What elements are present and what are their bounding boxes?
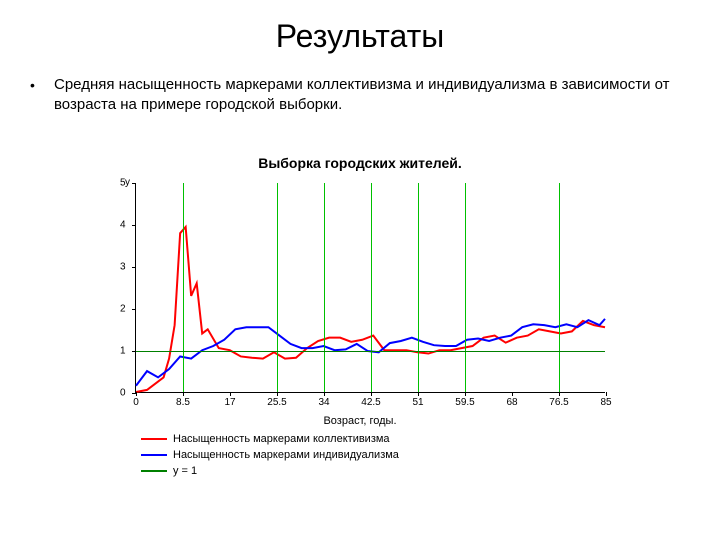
- y-tick: [132, 309, 136, 310]
- x-tick-label: 0: [133, 397, 139, 408]
- x-tick: [230, 392, 231, 396]
- y-tick-label: 0: [120, 388, 126, 399]
- page-title: Результаты: [0, 0, 720, 55]
- legend-swatch: [141, 438, 167, 440]
- x-tick-label: 42.5: [361, 397, 380, 408]
- y-tick: [132, 225, 136, 226]
- x-tick-label: 85: [600, 397, 611, 408]
- grid-vertical: [465, 183, 466, 392]
- legend-swatch: [141, 454, 167, 456]
- x-tick: [324, 392, 325, 396]
- grid-vertical: [183, 183, 184, 392]
- legend-label: Насыщенность маркерами коллективизма: [173, 431, 390, 447]
- x-tick: [277, 392, 278, 396]
- y-tick-label: 1: [120, 346, 126, 357]
- legend-item: y = 1: [141, 463, 399, 479]
- bullet-marker: •: [30, 75, 54, 95]
- x-axis-caption: Возраст, годы.: [105, 415, 615, 427]
- grid-vertical: [324, 183, 325, 392]
- chart-legend: Насыщенность маркерами коллективизмаНасы…: [141, 431, 399, 479]
- legend-item: Насыщенность маркерами индивидуализма: [141, 447, 399, 463]
- chart-title: Выборка городских жителей.: [105, 155, 615, 171]
- y-tick-label: 2: [120, 304, 126, 315]
- legend-item: Насыщенность маркерами коллективизма: [141, 431, 399, 447]
- x-tick: [371, 392, 372, 396]
- x-tick-label: 34: [318, 397, 329, 408]
- y-tick-label: 4: [120, 220, 126, 231]
- y-tick-label: 3: [120, 262, 126, 273]
- x-tick-label: 68: [506, 397, 517, 408]
- y-tick: [132, 183, 136, 184]
- grid-vertical: [418, 183, 419, 392]
- x-tick: [512, 392, 513, 396]
- legend-swatch: [141, 470, 167, 472]
- x-tick: [183, 392, 184, 396]
- x-tick-label: 59.5: [455, 397, 474, 408]
- x-tick: [418, 392, 419, 396]
- grid-vertical: [371, 183, 372, 392]
- legend-label: Насыщенность маркерами индивидуализма: [173, 447, 399, 463]
- x-tick-label: 17: [224, 397, 235, 408]
- x-tick: [465, 392, 466, 396]
- legend-label: y = 1: [173, 463, 197, 479]
- x-tick: [606, 392, 607, 396]
- chart-plot-area: 01234508.51725.53442.55159.56876.585: [135, 183, 605, 393]
- x-tick: [136, 392, 137, 396]
- reference-line: [136, 351, 605, 352]
- x-tick-label: 25.5: [267, 397, 286, 408]
- grid-vertical: [559, 183, 560, 392]
- y-tick-label: 5: [120, 178, 126, 189]
- bullet-item: • Средняя насыщенность маркерами коллект…: [0, 55, 720, 115]
- bullet-text: Средняя насыщенность маркерами коллектив…: [54, 75, 680, 115]
- x-tick-label: 51: [412, 397, 423, 408]
- chart-container: Выборка городских жителей. y 01234508.51…: [105, 155, 615, 490]
- x-tick-label: 8.5: [176, 397, 190, 408]
- x-tick: [559, 392, 560, 396]
- y-tick: [132, 267, 136, 268]
- grid-vertical: [277, 183, 278, 392]
- x-tick-label: 76.5: [549, 397, 568, 408]
